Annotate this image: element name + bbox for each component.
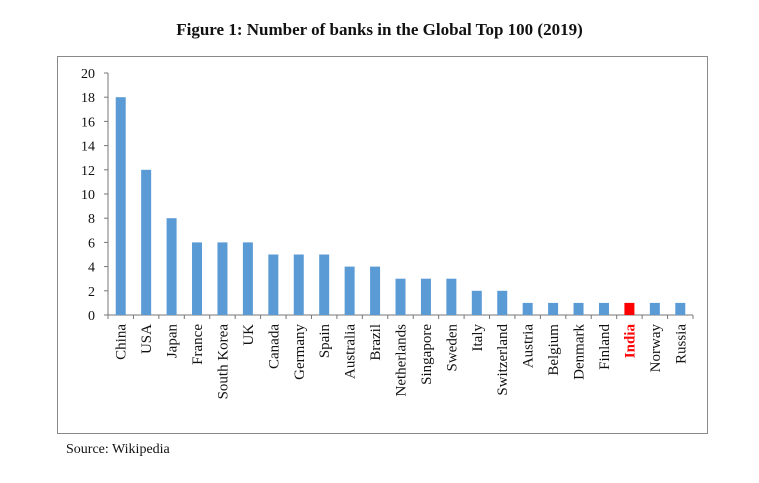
bar bbox=[319, 254, 330, 315]
bar bbox=[192, 242, 203, 315]
bar bbox=[141, 169, 152, 315]
bar bbox=[395, 278, 406, 315]
bar bbox=[675, 302, 686, 315]
bar bbox=[573, 302, 584, 315]
x-tick-label: Italy bbox=[470, 324, 486, 352]
x-tick-label: Russia bbox=[673, 324, 689, 364]
x-tick-label: Spain bbox=[317, 324, 333, 359]
y-tick-label: 4 bbox=[88, 261, 95, 276]
x-tick-label: Australia bbox=[343, 324, 359, 379]
x-tick-label: Brazil bbox=[368, 324, 384, 361]
y-tick-label: 2 bbox=[88, 285, 95, 300]
y-tick-label: 18 bbox=[81, 91, 95, 106]
bar bbox=[293, 254, 304, 315]
y-tick-label: 16 bbox=[81, 115, 95, 130]
x-tick-label: Belgium bbox=[546, 324, 562, 376]
bar bbox=[624, 302, 635, 315]
x-tick-label: South Korea bbox=[215, 324, 231, 400]
bar bbox=[649, 302, 660, 315]
y-tick-label: 10 bbox=[81, 188, 95, 203]
x-tick-label: UK bbox=[241, 324, 257, 346]
x-tick-label: India bbox=[622, 324, 638, 359]
x-tick-label: Japan bbox=[165, 324, 181, 359]
bar bbox=[548, 302, 559, 315]
x-tick-label: Switzerland bbox=[495, 324, 511, 396]
bar bbox=[420, 278, 431, 315]
x-tick-label: China bbox=[114, 324, 130, 360]
x-tick-label: Sweden bbox=[444, 324, 460, 372]
bar bbox=[522, 302, 533, 315]
chart-title: Figure 1: Number of banks in the Global … bbox=[176, 20, 583, 39]
bar bbox=[446, 278, 457, 315]
bar bbox=[598, 302, 609, 315]
chart-frame bbox=[57, 56, 708, 434]
y-tick-label: 14 bbox=[81, 140, 95, 155]
bar bbox=[471, 290, 482, 315]
x-tick-label: France bbox=[190, 324, 206, 365]
y-tick-label: 8 bbox=[88, 212, 95, 227]
bar bbox=[217, 242, 228, 315]
bar bbox=[268, 254, 279, 315]
bar bbox=[344, 266, 355, 315]
bar bbox=[370, 266, 381, 315]
bar bbox=[115, 97, 126, 315]
y-tick-label: 0 bbox=[88, 309, 95, 324]
bar bbox=[166, 218, 177, 315]
y-tick-label: 6 bbox=[88, 236, 95, 251]
x-tick-label: Austria bbox=[521, 324, 537, 369]
y-tick-label: 12 bbox=[81, 164, 95, 179]
x-tick-label: Finland bbox=[597, 324, 613, 370]
x-tick-label: USA bbox=[139, 324, 155, 354]
x-tick-label: Germany bbox=[292, 324, 308, 380]
x-tick-label: Netherlands bbox=[394, 324, 410, 397]
x-tick-label: Singapore bbox=[419, 324, 435, 385]
y-tick-label: 20 bbox=[81, 67, 95, 82]
source-note: Source: Wikipedia bbox=[66, 442, 170, 457]
x-tick-label: Norway bbox=[648, 324, 664, 373]
x-tick-label: Canada bbox=[266, 324, 282, 369]
x-tick-label: Denmark bbox=[572, 324, 588, 380]
bar bbox=[242, 242, 253, 315]
bar bbox=[497, 290, 508, 315]
